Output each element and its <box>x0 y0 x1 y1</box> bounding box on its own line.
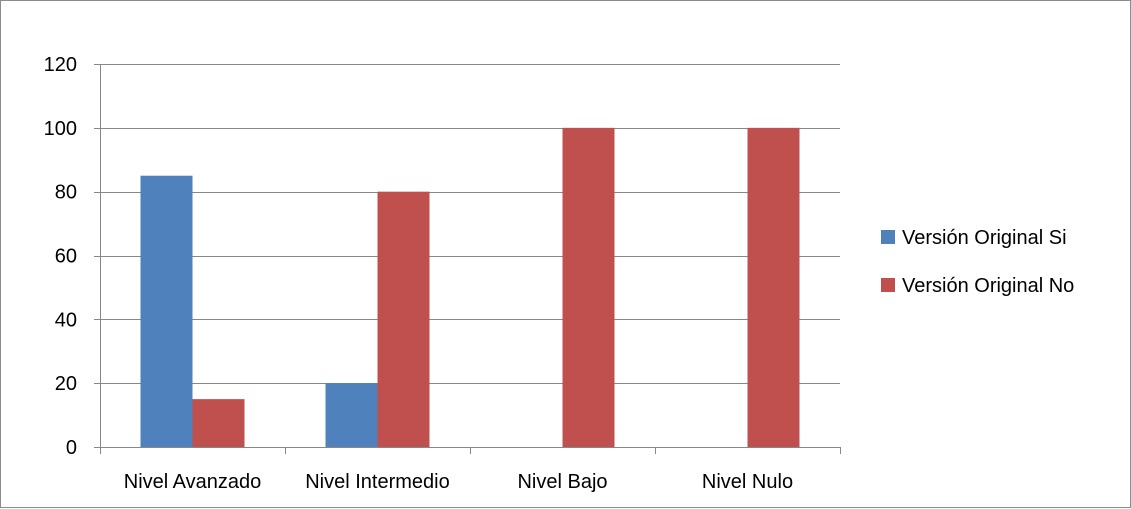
y-tick-label: 100 <box>44 118 77 140</box>
axes <box>94 64 841 454</box>
legend-label: Versión Original No <box>902 275 1074 297</box>
y-tick-label: 20 <box>55 373 77 395</box>
y-tick-label: 80 <box>55 182 77 204</box>
x-tick-label: Nivel Nulo <box>702 471 793 493</box>
y-tick-label: 40 <box>55 309 77 331</box>
x-tick-label: Nivel Intermedio <box>305 471 450 493</box>
y-tick-label: 0 <box>66 437 77 459</box>
bar <box>562 127 615 447</box>
y-axis-tick-labels: 0 20 40 60 80 100 120 <box>44 54 77 459</box>
bar <box>747 127 800 447</box>
bar <box>192 399 245 447</box>
bar <box>140 175 193 448</box>
bar <box>325 383 378 447</box>
bar <box>377 191 430 447</box>
legend-swatch <box>881 278 895 292</box>
gridlines <box>100 64 840 384</box>
x-tick-label: Nivel Avanzado <box>124 471 262 493</box>
x-axis-tick-labels: Nivel Avanzado Nivel Intermedio Nivel Bajo… <box>124 471 793 493</box>
y-tick-label: 120 <box>44 54 77 76</box>
legend-swatch <box>881 230 895 244</box>
x-tick-label: Nivel Bajo <box>517 471 607 493</box>
legend: Versión Original Si Versión Original No <box>881 227 1074 297</box>
y-tick-label: 60 <box>55 246 77 268</box>
bars <box>140 127 800 448</box>
legend-label: Versión Original Si <box>902 227 1067 249</box>
